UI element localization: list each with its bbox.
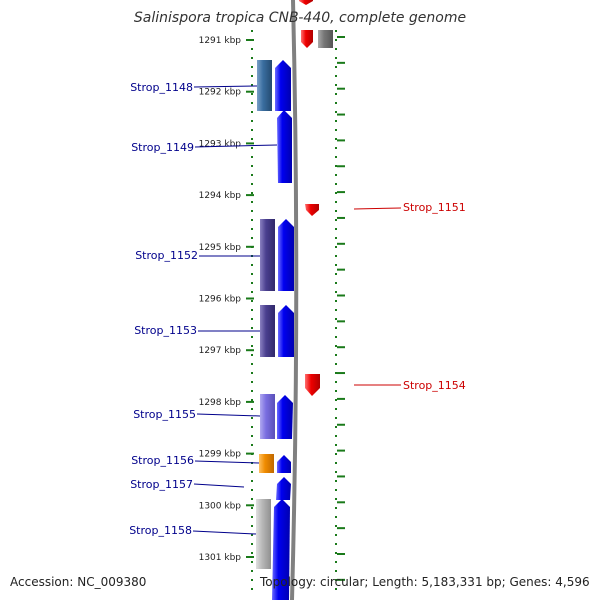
ruler-label: 1300 kbp xyxy=(199,501,242,511)
ruler-label: 1291 kbp xyxy=(199,36,242,46)
ruler-label: 1295 kbp xyxy=(199,243,242,253)
gene-strop-1152-cds xyxy=(278,219,294,291)
gene-strop-1158-cds xyxy=(272,499,290,600)
gene-strop-1156-cds xyxy=(277,455,291,473)
left-label-connector xyxy=(193,85,258,88)
gene-strop-1157-cds xyxy=(276,477,291,500)
ruler-label: 1299 kbp xyxy=(199,450,242,460)
ruler-label: 1297 kbp xyxy=(199,346,242,356)
gene-strop-1158-outer xyxy=(256,499,271,569)
right-label[interactable]: Strop_1151 xyxy=(403,201,466,214)
gene-strop-1153-outer xyxy=(260,305,275,357)
left-label-layer: Strop_1148 Strop_1149 Strop_1152 Strop_1… xyxy=(129,81,278,537)
right-label[interactable]: Strop_1154 xyxy=(403,379,466,392)
right-label-layer: Strop_1151 Strop_1154 xyxy=(353,201,466,392)
ruler-label: 1296 kbp xyxy=(199,295,242,305)
gene-top-red-b xyxy=(301,30,313,48)
ruler-label: 1301 kbp xyxy=(199,553,242,563)
left-label-connector xyxy=(194,144,278,148)
map-band xyxy=(251,0,336,600)
left-label[interactable]: Strop_1158 xyxy=(129,524,192,537)
ruler-label: 1294 kbp xyxy=(199,191,242,201)
topology-text: Topology: circular; Length: 5,183,331 bp… xyxy=(260,575,590,589)
left-label[interactable]: Strop_1149 xyxy=(131,141,194,154)
gene-strop-1152-outer xyxy=(260,219,275,291)
gene-strop-1155-cds xyxy=(277,395,293,439)
gene-top-red-a xyxy=(299,0,313,5)
left-label-connector xyxy=(193,483,245,488)
gene-strop-1155-outer xyxy=(260,394,275,439)
right-label-connector xyxy=(353,207,402,210)
map-title: Salinispora tropica CNB-440, complete ge… xyxy=(133,10,467,26)
gene-top-gray xyxy=(318,30,333,48)
gene-features xyxy=(256,0,333,600)
left-label[interactable]: Strop_1157 xyxy=(130,478,193,491)
ruler-label: 1298 kbp xyxy=(199,398,242,408)
ruler-label: 1292 kbp xyxy=(199,88,242,98)
left-label[interactable]: Strop_1152 xyxy=(135,249,198,262)
gene-strop-1153-cds xyxy=(278,305,294,357)
left-label-connector xyxy=(196,413,261,417)
gene-strop-1156-outer xyxy=(259,454,274,473)
left-label[interactable]: Strop_1148 xyxy=(130,81,193,94)
left-label-connector xyxy=(194,460,260,464)
ruler: 1291 kbp 1292 kbp 1293 kbp 1294 kbp 1295 kbp… xyxy=(199,36,345,581)
left-label[interactable]: Strop_1156 xyxy=(131,454,194,467)
left-label[interactable]: Strop_1153 xyxy=(134,324,197,337)
gene-strop-1149-cds xyxy=(277,110,292,183)
gene-strop-1148-cds xyxy=(275,60,291,111)
ruler-label: 1293 kbp xyxy=(199,139,242,149)
left-label-connector xyxy=(192,530,257,535)
accession-text: Accession: NC_009380 xyxy=(10,575,147,589)
gene-strop-1148-outer xyxy=(257,60,272,111)
genome-backbone xyxy=(290,0,299,600)
left-label[interactable]: Strop_1155 xyxy=(133,408,196,421)
gene-strop-1151-cds xyxy=(305,204,319,216)
gene-strop-1154-cds xyxy=(305,374,320,396)
